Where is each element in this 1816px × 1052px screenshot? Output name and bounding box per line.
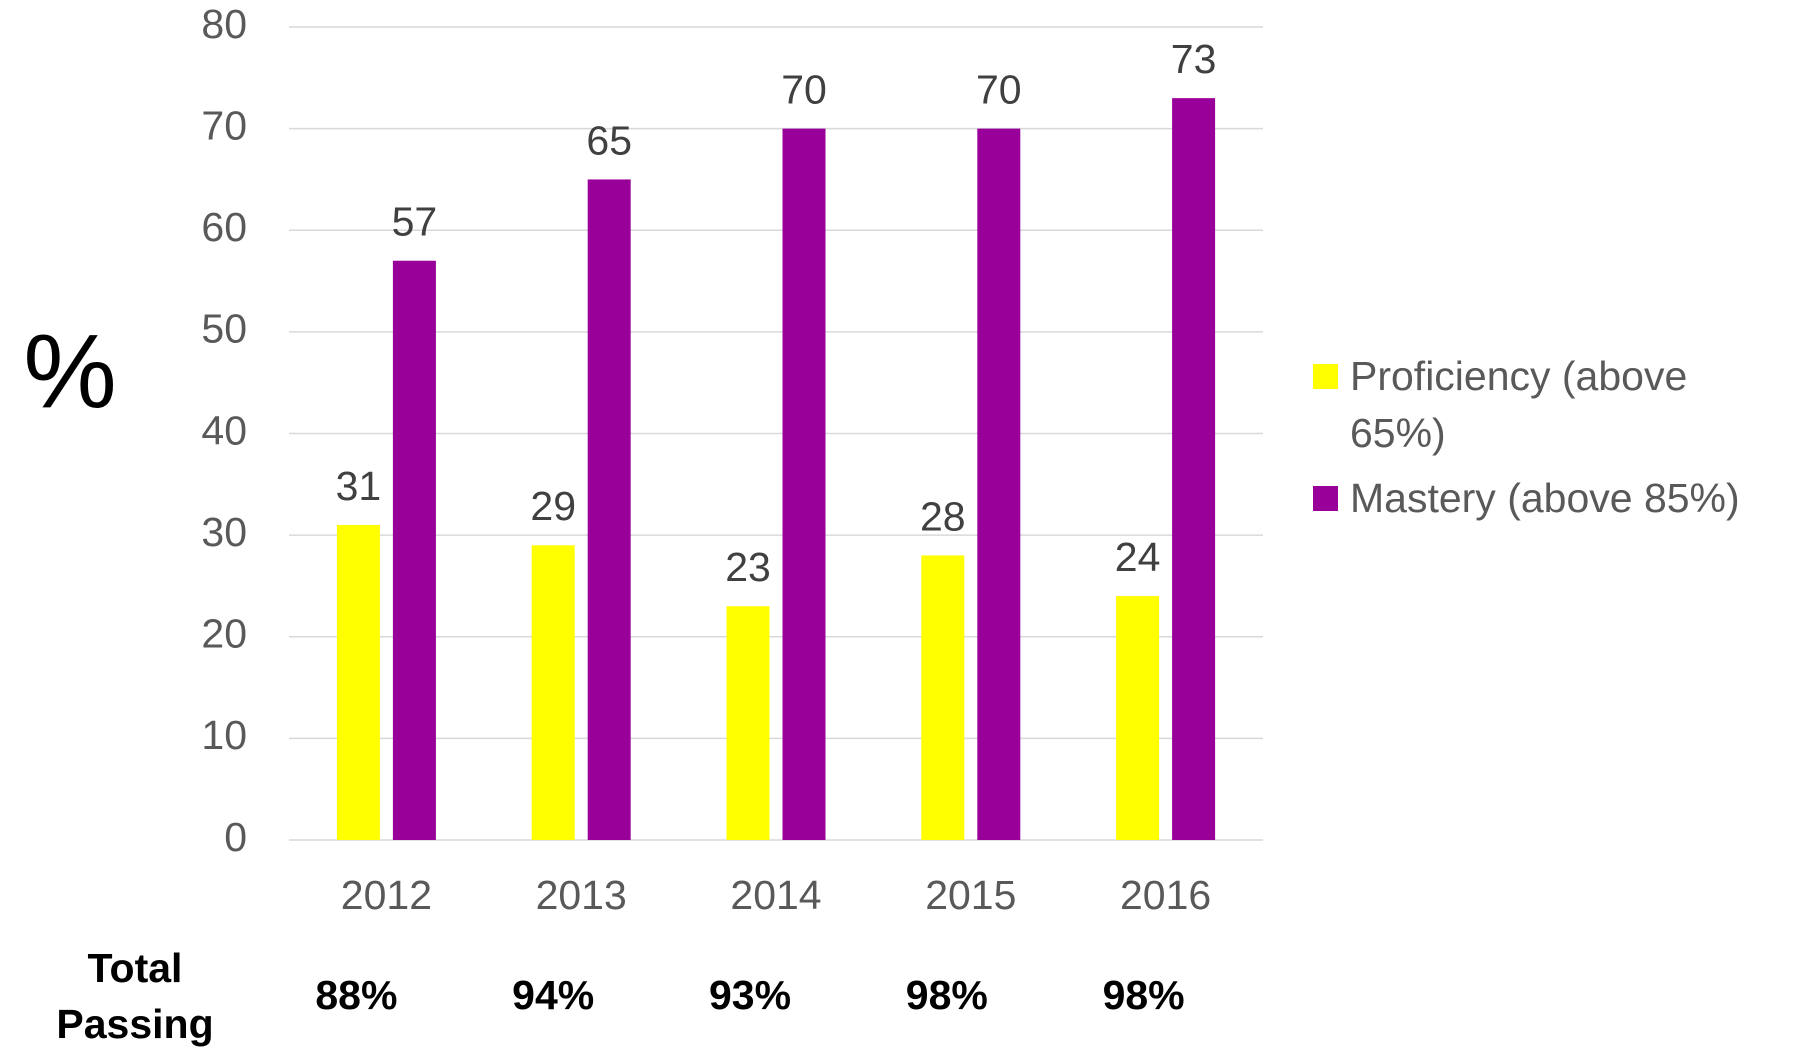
total-passing-value: 88% (315, 972, 397, 1018)
y-tick-label: 40 (201, 407, 247, 453)
total-passing-value: 98% (1103, 972, 1185, 1018)
x-tick-label: 2016 (1120, 872, 1211, 918)
y-tick-label: 60 (201, 204, 247, 250)
total-passing-value: 93% (709, 972, 791, 1018)
bar (921, 555, 965, 840)
data-label: 29 (530, 483, 576, 529)
bar (531, 545, 575, 840)
bar (977, 128, 1021, 840)
y-tick-label: 0 (224, 814, 247, 860)
bar (1172, 98, 1216, 840)
data-label: 70 (781, 66, 827, 112)
legend-swatch (1313, 486, 1338, 511)
legend-swatch (1313, 364, 1338, 389)
data-label: 73 (1171, 36, 1217, 82)
legend-label: Proficiency (above 65%) (1350, 353, 1688, 456)
y-tick-label: 80 (201, 1, 247, 47)
total-passing-value: 98% (906, 972, 988, 1018)
data-label: 23 (725, 544, 771, 590)
y-tick-label: 50 (201, 306, 247, 352)
total-passing-value: 94% (512, 972, 594, 1018)
data-label: 65 (586, 117, 632, 163)
x-tick-label: 2012 (341, 872, 432, 918)
y-tick-label: 20 (201, 611, 247, 657)
x-tick-label: 2015 (925, 872, 1016, 918)
data-label: 31 (336, 463, 382, 509)
y-axis-label: % (23, 314, 116, 431)
y-tick-label: 10 (201, 712, 247, 758)
data-label: 57 (392, 199, 438, 245)
bar (587, 179, 631, 840)
y-tick-label: 70 (201, 102, 247, 148)
legend-label: Mastery (above 85%) (1350, 475, 1740, 521)
bar (336, 524, 380, 840)
bar (1116, 596, 1160, 840)
data-label: 24 (1115, 534, 1161, 580)
bar (782, 128, 826, 840)
total-passing-label: Total Passing (56, 945, 214, 1047)
x-tick-label: 2014 (730, 872, 821, 918)
x-tick-label: 2013 (536, 872, 627, 918)
data-label: 70 (976, 66, 1022, 112)
y-tick-label: 30 (201, 509, 247, 555)
bar (726, 606, 770, 840)
bar (392, 260, 436, 840)
data-label: 28 (920, 493, 966, 539)
